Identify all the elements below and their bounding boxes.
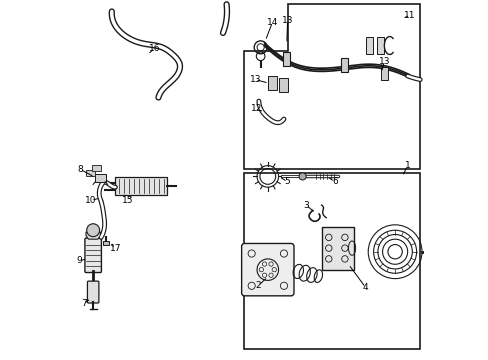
- FancyBboxPatch shape: [87, 281, 99, 303]
- Bar: [267, 76, 276, 90]
- Text: 12: 12: [250, 104, 262, 113]
- Text: 9: 9: [77, 256, 82, 265]
- Text: 1: 1: [404, 161, 410, 170]
- Text: 3: 3: [303, 201, 308, 210]
- Bar: [92, 165, 101, 171]
- Circle shape: [298, 173, 305, 180]
- Polygon shape: [86, 232, 100, 239]
- Text: 5: 5: [284, 177, 290, 186]
- Bar: [94, 174, 106, 182]
- Text: 16: 16: [149, 44, 160, 53]
- Text: 17: 17: [109, 244, 121, 253]
- Text: 7: 7: [81, 299, 86, 308]
- Text: 13: 13: [281, 16, 293, 25]
- Text: 13: 13: [249, 75, 261, 84]
- Bar: [380, 67, 387, 80]
- Text: 10: 10: [85, 196, 97, 205]
- Text: 4: 4: [362, 283, 368, 292]
- Bar: [283, 51, 290, 66]
- Text: 11: 11: [404, 10, 415, 19]
- Text: 8: 8: [77, 165, 83, 174]
- Text: 13: 13: [378, 57, 389, 66]
- Circle shape: [86, 224, 100, 237]
- Text: 14: 14: [266, 18, 278, 27]
- Text: 15: 15: [122, 196, 133, 205]
- Bar: [102, 241, 109, 245]
- Bar: [278, 78, 287, 92]
- Bar: [86, 170, 95, 176]
- Bar: [321, 226, 353, 270]
- Bar: [115, 177, 167, 195]
- Text: 2: 2: [255, 281, 261, 290]
- Bar: [341, 58, 348, 72]
- FancyBboxPatch shape: [241, 243, 293, 296]
- FancyBboxPatch shape: [85, 238, 101, 273]
- Text: 6: 6: [331, 177, 337, 186]
- Bar: [366, 37, 372, 54]
- Bar: [376, 37, 383, 54]
- Bar: [244, 173, 419, 348]
